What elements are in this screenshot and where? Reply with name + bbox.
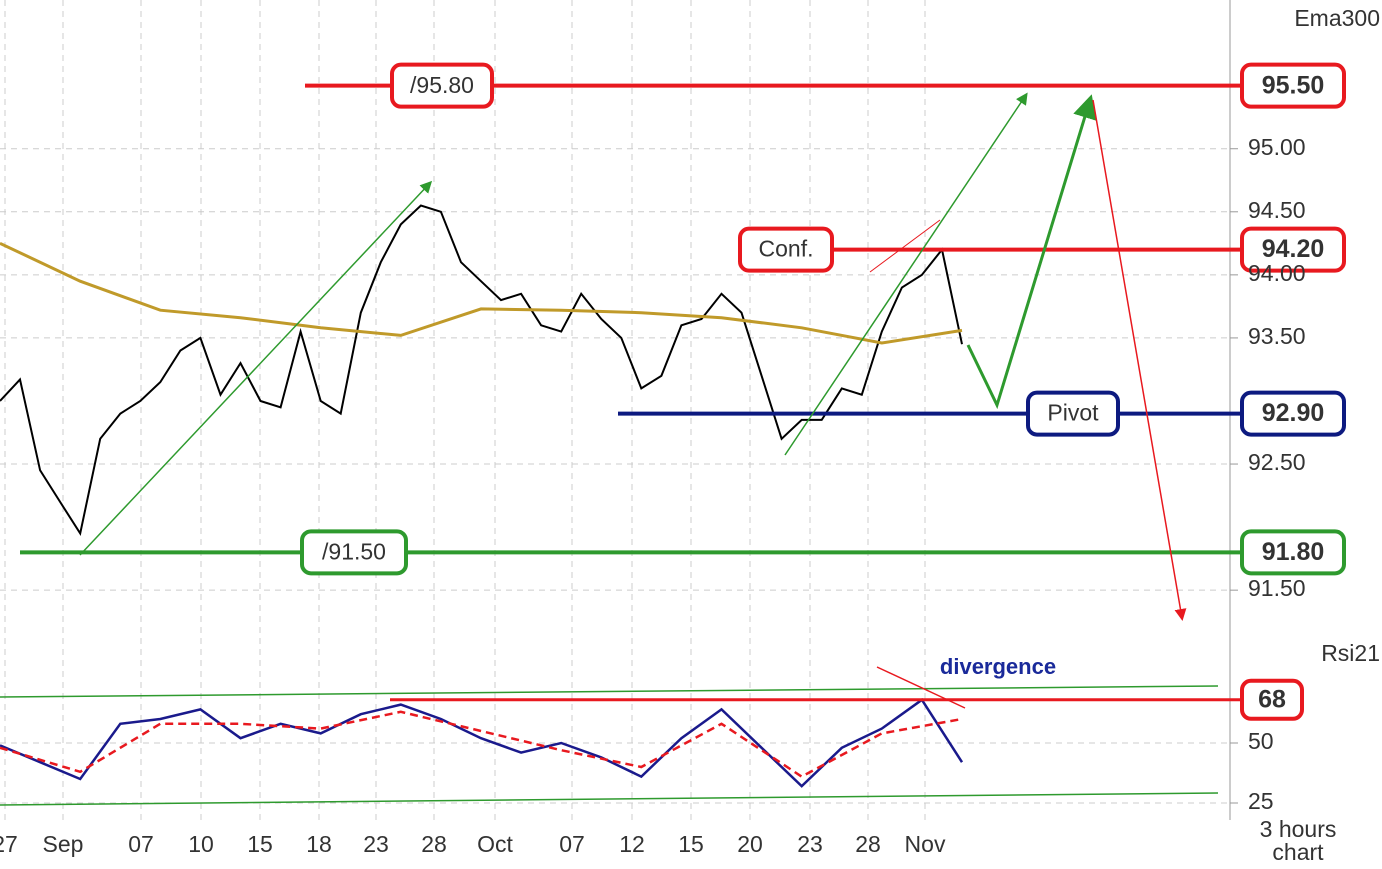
x-tick-label: 27 <box>0 831 18 857</box>
x-tick-label: 28 <box>855 831 881 857</box>
x-tick-label: 12 <box>619 831 645 857</box>
tag-box <box>738 226 834 273</box>
rsi-tick-label: 50 <box>1248 728 1274 754</box>
x-tick-label: 18 <box>306 831 332 857</box>
x-tick-label: 23 <box>797 831 823 857</box>
level-tag: Conf. <box>759 236 814 262</box>
rsi-signal <box>0 710 963 779</box>
x-tick-label: 23 <box>363 831 389 857</box>
rsi-channel <box>0 685 1219 698</box>
timeframe: chart <box>1272 839 1324 865</box>
level-value: 91.80 <box>1262 538 1325 566</box>
x-tick-label: 07 <box>559 831 585 857</box>
price-line <box>0 204 963 536</box>
tag-box <box>300 529 408 576</box>
forecast-path <box>966 94 1097 410</box>
plot: 68/95.80 95.50 Conf. 94.20 Pivot 92.90/91.50 9… <box>0 62 1346 788</box>
y-tick-label: 95.00 <box>1248 134 1306 160</box>
x-tick-label: 10 <box>188 831 214 857</box>
x-tick-label: 07 <box>128 831 154 857</box>
annotation: divergence <box>940 654 1056 679</box>
level-value: 68 <box>1258 685 1286 713</box>
rsi-channel <box>0 792 1219 806</box>
y-tick-label: 92.50 <box>1248 449 1306 475</box>
x-tick-label: Sep <box>43 831 84 857</box>
trend-arrow <box>784 92 1028 456</box>
level-box <box>1240 678 1304 721</box>
x-tick-label: 15 <box>247 831 273 857</box>
y-tick-label: 94.50 <box>1248 197 1306 223</box>
timeframe: 3 hours <box>1260 816 1337 842</box>
level-tag: /95.80 <box>410 72 474 98</box>
rsi-line <box>0 698 964 788</box>
level-value: 94.20 <box>1262 235 1325 263</box>
y-tick-label: 94.00 <box>1248 260 1306 286</box>
x-tick-label: 15 <box>678 831 704 857</box>
x-tick-label: 20 <box>737 831 763 857</box>
x-tick-label: Oct <box>477 831 513 857</box>
divergence-line <box>876 666 966 709</box>
y-tick-label: 91.50 <box>1248 575 1306 601</box>
level-box <box>1240 62 1346 109</box>
rsi-label: Rsi21 <box>1321 640 1380 666</box>
forecast-drop <box>1092 99 1187 621</box>
level-box <box>1240 390 1346 437</box>
ema-label: Ema300 <box>1294 5 1380 31</box>
level-value: 92.90 <box>1262 399 1325 427</box>
level-tag: /91.50 <box>322 538 386 564</box>
level-value: 95.50 <box>1262 71 1325 99</box>
x-tick-label: Nov <box>905 831 946 857</box>
trend-arrow <box>79 180 433 556</box>
x-tick-label: 28 <box>421 831 447 857</box>
level-tag: Pivot <box>1047 400 1099 426</box>
forecast-arrows <box>0 92 1219 806</box>
ema-line <box>0 241 963 345</box>
trend-line <box>869 219 941 273</box>
grid <box>0 0 1230 820</box>
tag-box <box>390 62 494 109</box>
rsi-tick-label: 25 <box>1248 788 1274 814</box>
y-tick-label: 93.50 <box>1248 323 1306 349</box>
level-box <box>1240 529 1346 576</box>
tag-box <box>1026 390 1120 437</box>
level-box <box>1240 226 1346 273</box>
